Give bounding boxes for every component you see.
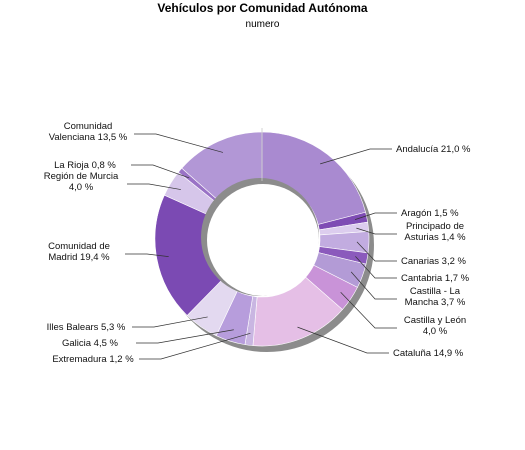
leader-line [297, 326, 389, 354]
slice-label: Andalucía 21,0 % [396, 144, 471, 155]
slice-label: Canarias 3,2 % [401, 256, 467, 267]
slice-labels: Andalucía 21,0 % Aragón 1,5 % Principado d… [44, 121, 471, 365]
slice-label: La Rioja 0,8 % [54, 160, 116, 171]
leader-line [139, 332, 251, 360]
slice-label: Principado de Asturias 1,4 % [404, 221, 466, 243]
slice-label: Comunidad Valenciana 13,5 % [49, 121, 128, 143]
slice-label: Aragón 1,5 % [401, 208, 459, 219]
donut-slices [154, 131, 370, 347]
slice-label: Región de Murcia 4,0 % [44, 171, 119, 193]
slice-label: Castilla y León 4,0 % [404, 315, 466, 337]
donut-hole [201, 178, 319, 296]
leader-line [320, 148, 392, 165]
slice-label: Galicia 4,5 % [62, 338, 119, 349]
leader-line [355, 256, 397, 279]
leader-line [127, 183, 181, 190]
leader-lines [125, 128, 397, 360]
leader-line [354, 212, 397, 220]
leader-line [131, 164, 190, 179]
slice-label: Extremadura 1,2 % [52, 354, 134, 365]
leader-line [356, 227, 397, 235]
slice-label: Illes Balears 5,3 % [47, 322, 126, 333]
leader-line [125, 253, 169, 257]
leader-line [356, 241, 397, 262]
leader-line [134, 133, 224, 153]
slice-label: Comunidad de Madrid 19,4 % [48, 241, 110, 263]
slice-label: Cantabria 1,7 % [401, 273, 470, 284]
slice-label: Castilla - La Mancha 3,7 % [405, 286, 466, 308]
chart-title: Vehículos por Comunidad Autónoma [157, 1, 368, 15]
donut-hole-fill [207, 184, 319, 296]
leader-line [132, 316, 208, 328]
leader-line [340, 291, 397, 329]
slice-label: Cataluña 14,9 % [393, 348, 464, 359]
chart-subtitle: numero [245, 19, 280, 30]
leader-line [350, 271, 397, 300]
leader-line [136, 329, 234, 344]
